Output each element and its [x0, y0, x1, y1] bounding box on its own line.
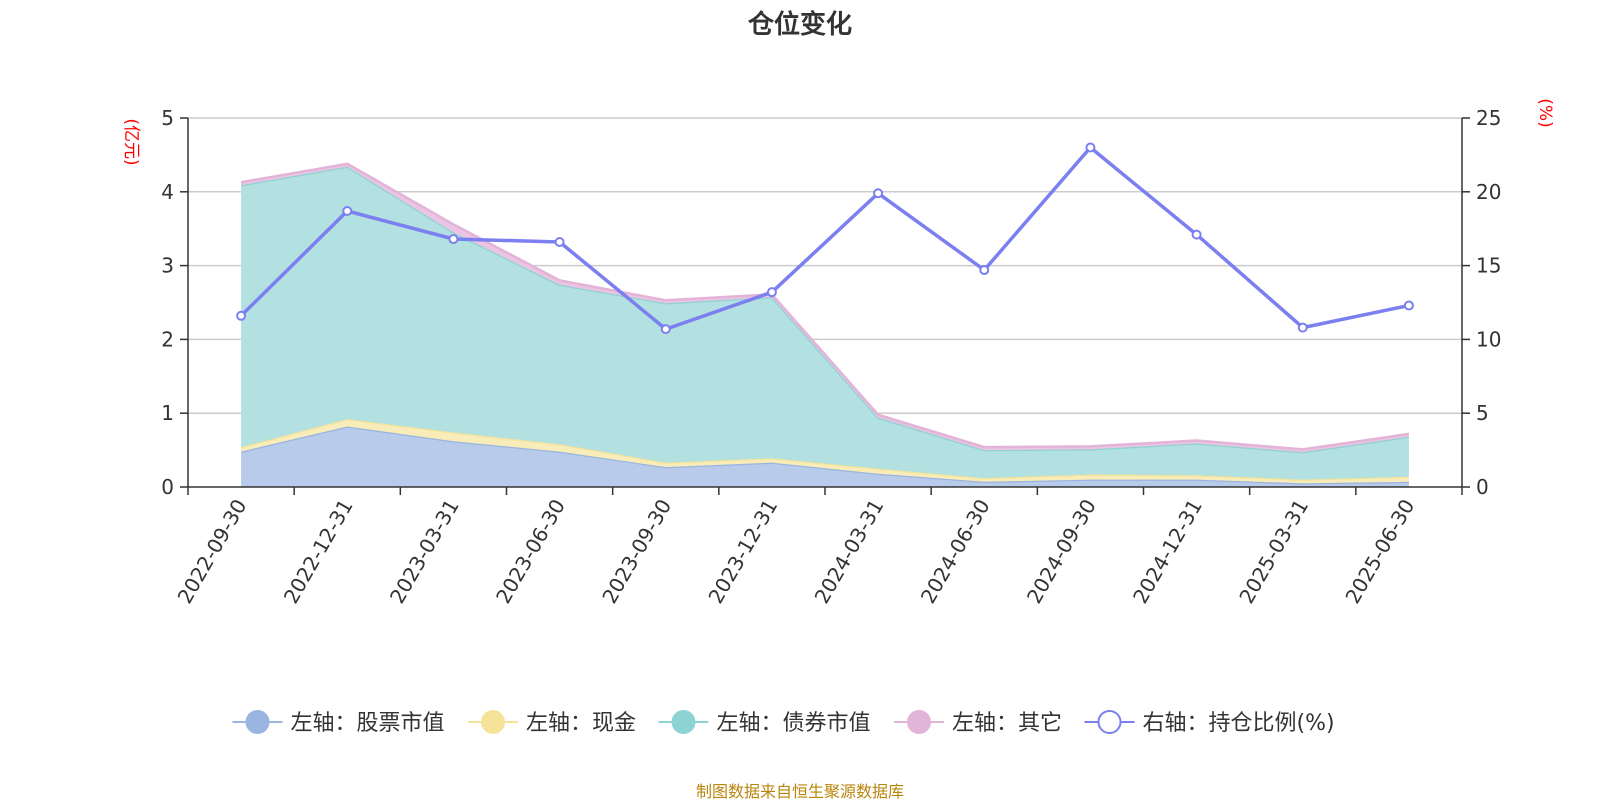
left-axis-tick-label: 2 [161, 327, 174, 351]
ratio-point [1085, 142, 1096, 153]
x-axis-tick-label: 2022-12-31 [279, 495, 358, 608]
legend-marker-icon [481, 710, 505, 734]
ratio-point [236, 310, 247, 321]
left-axis-tick-label: 0 [161, 475, 174, 499]
area-series-2 [241, 166, 1409, 480]
legend-item-label: 左轴：债券市值 [717, 711, 871, 736]
ratio-point [1297, 322, 1308, 333]
right-axis-tick-label: 15 [1476, 254, 1501, 278]
ratio-point [979, 265, 990, 276]
right-axis-tick-label: 5 [1476, 401, 1489, 425]
legend-item-label: 左轴：股票市值 [291, 711, 445, 736]
area-series-1 [241, 419, 1409, 484]
ratio-point [766, 287, 777, 298]
x-axis-tick-label: 2024-06-30 [916, 495, 995, 608]
right-axis-unit: (%) [1535, 98, 1555, 127]
ratio-point [1191, 229, 1202, 240]
left-axis-tick-label: 5 [161, 106, 174, 130]
left-axis-tick-label: 4 [161, 180, 174, 204]
legend: 左轴：股票市值 左轴：现金 左轴：债券市值 左轴：其它 右轴：持仓比例(%) [232, 710, 1335, 736]
ratio-point [342, 205, 353, 216]
ratio-point [448, 234, 459, 245]
ratio-point [660, 324, 671, 335]
chart-title: 仓位变化 [747, 10, 852, 40]
legend-item-label: 左轴：其它 [952, 711, 1062, 736]
legend-marker-icon [245, 710, 270, 734]
ratio-line-path [239, 145, 1410, 331]
right-axis-tick-label: 10 [1476, 327, 1501, 351]
legend-item-label: 右轴：持仓比例(%) [1143, 711, 1335, 736]
area-series-0 [241, 426, 1409, 487]
x-axis-tick-label: 2023-03-31 [385, 495, 464, 608]
x-axis-tick-label: 2024-12-31 [1128, 495, 1207, 608]
x-axis-tick-label: 2023-09-30 [597, 495, 676, 608]
x-axis-tick-label: 2022-09-30 [173, 495, 252, 608]
x-axis-tick-label: 2024-09-30 [1022, 495, 1101, 608]
right-axis-tick-label: 20 [1476, 180, 1501, 204]
stacked-areas [240, 162, 1410, 487]
x-axis-tick-label: 2025-06-30 [1340, 495, 1419, 608]
ratio-point [554, 236, 565, 247]
right-axis-tick-label: 0 [1476, 475, 1489, 499]
area-edge-3 [240, 162, 1410, 451]
legend-marker-icon [671, 710, 696, 734]
right-axis-tick-label: 25 [1476, 106, 1501, 130]
ratio-point [1403, 300, 1414, 311]
x-axis-tick-label: 2023-12-31 [703, 495, 782, 608]
left-axis-tick-label: 1 [161, 401, 174, 425]
x-axis-tick-label: 2023-06-30 [491, 495, 570, 608]
x-axis-tick-label: 2024-03-31 [810, 495, 889, 608]
left-axis-unit: (亿元) [121, 118, 141, 165]
legend-item-label: 左轴：现金 [526, 711, 636, 736]
x-axis-tick-label: 2025-03-31 [1234, 495, 1313, 608]
data-source-footer: 制图数据来自恒生聚源数据库 [695, 782, 904, 801]
ratio-line [236, 142, 1414, 335]
left-axis-tick-label: 3 [161, 254, 174, 278]
legend-marker-icon [1097, 710, 1122, 734]
legend-marker-icon [907, 710, 931, 734]
ratio-point [873, 188, 884, 199]
